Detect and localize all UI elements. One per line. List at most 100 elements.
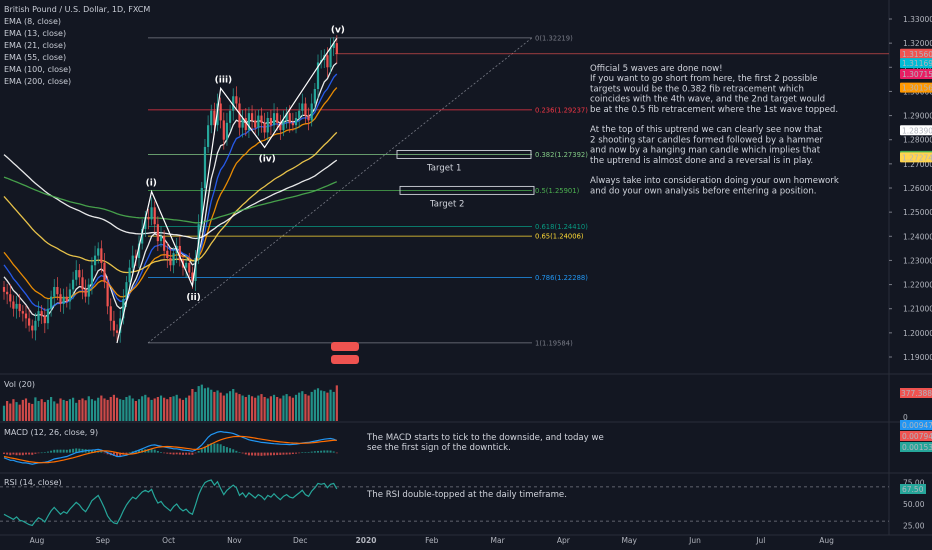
note-line: At the top of this uptrend we can clearl… <box>590 125 822 135</box>
volume-bar <box>106 399 109 421</box>
ema21-legend[interactable]: EMA (21, close) <box>4 41 66 50</box>
price-tag-label: 1.30156 <box>902 84 932 93</box>
candle-body <box>71 279 75 290</box>
volume-tag <box>900 388 932 398</box>
candle-body <box>276 113 279 123</box>
wave-label: (iii) <box>215 75 232 85</box>
volume-bar <box>263 397 266 421</box>
fib-retracement[interactable]: 0(1.32219) 0.236(1.29237) 0.382(1.27392) 0.… <box>147 34 889 347</box>
candle-body <box>257 115 260 128</box>
macd-line <box>3 430 338 465</box>
macd-histogram-bar <box>332 451 335 453</box>
time-tick-label: Mar <box>491 536 506 545</box>
macd-histogram-bar <box>310 451 313 453</box>
macd-histogram-bar <box>172 452 175 455</box>
target-boxes[interactable]: Target 1 Target 2 <box>331 149 535 364</box>
macd-histogram-bar <box>156 450 159 453</box>
rsi-pane[interactable]: RSI (14, close) The RSI double-topped at… <box>0 478 926 530</box>
volume-bar <box>50 397 53 421</box>
price-tag <box>900 82 932 93</box>
candle-body <box>37 311 40 321</box>
macd-histogram-bar <box>50 450 53 453</box>
macd-histogram-bar <box>232 449 235 453</box>
price-tag-label: 1.31560 <box>902 50 932 59</box>
wave-label: (i) <box>146 179 157 189</box>
event-badge[interactable] <box>331 342 359 351</box>
macd-histogram-bar <box>323 450 326 453</box>
volume-bar <box>332 391 335 421</box>
ema200-legend[interactable]: EMA (200, close) <box>4 77 71 86</box>
macd-histogram-bar <box>241 452 244 454</box>
candle-body <box>191 272 194 281</box>
macd-histogram-bar <box>207 444 210 453</box>
volume-bar <box>137 399 141 421</box>
price-axis[interactable]: 1.330001.320001.310001.300001.290001.280… <box>889 15 932 362</box>
volume-bar <box>247 394 251 421</box>
price-pane[interactable]: 0(1.32219) 0.236(1.29237) 0.382(1.27392) 0.… <box>2 25 889 364</box>
rsi-axis-label: 50.00 <box>903 500 925 509</box>
volume-bar <box>175 394 178 421</box>
note-line: targets would be the 0.382 fib retraceme… <box>590 84 804 94</box>
macd-histogram-bar <box>229 448 232 453</box>
rsi-tag <box>900 484 926 494</box>
volume-bar <box>2 405 6 421</box>
macd-histogram-bar <box>24 452 27 455</box>
rsi-legend[interactable]: RSI (14, close) <box>4 478 62 487</box>
volume-legend[interactable]: Vol (20) <box>4 380 35 389</box>
volume-bar <box>279 398 282 421</box>
macd-histogram-bar <box>72 448 75 453</box>
ema13-legend[interactable]: EMA (13, close) <box>4 29 66 38</box>
candle-body <box>269 117 272 126</box>
candle-body <box>260 115 263 123</box>
candle-body <box>144 216 147 230</box>
macd-histogram-bar <box>247 452 250 456</box>
price-tag-label: 1.27274 <box>902 153 932 162</box>
macd-legend[interactable]: MACD (12, 26, close, 9) <box>4 428 98 437</box>
ema55-legend[interactable]: EMA (55, close) <box>4 53 66 62</box>
macd-histogram-bar <box>304 452 307 453</box>
candlesticks <box>2 35 338 343</box>
fib-level-label: 0.236(1.29237) <box>535 106 588 114</box>
elliott-wave[interactable]: (i) (ii) (iii) (iv) (v) <box>116 25 345 344</box>
macd-histogram-bar <box>116 452 119 457</box>
target-box[interactable] <box>399 185 535 195</box>
analysis-note[interactable]: Official 5 waves are done now!If you wan… <box>590 64 839 196</box>
volume-bar <box>291 397 294 421</box>
volume-bar <box>323 391 326 421</box>
volume-bar <box>213 391 216 421</box>
note-line: The MACD starts to tick to the downside,… <box>366 433 604 443</box>
volume-bar <box>163 397 166 421</box>
fib-level-label: 1(1.19584) <box>535 339 573 347</box>
volume-bar <box>260 394 263 421</box>
candle-body <box>147 216 150 220</box>
volume-bar <box>109 397 112 421</box>
price-tag <box>900 125 932 136</box>
volume-bar <box>185 397 188 421</box>
ema8-legend[interactable]: EMA (8, close) <box>4 17 61 26</box>
volume-bar <box>93 400 97 421</box>
candle-body <box>137 243 141 259</box>
macd-pane[interactable]: MACD (12, 26, close, 9) The MACD starts … <box>3 420 932 465</box>
volume-bar <box>134 401 137 421</box>
volume-pane[interactable]: Vol (20) 0 377.388K <box>2 380 932 422</box>
target-box[interactable] <box>396 149 532 159</box>
time-tick-label: Oct <box>162 536 175 545</box>
price-tag-label: 1.31169 <box>902 59 932 68</box>
macd-histogram-bar <box>257 452 260 456</box>
macd-histogram-bar <box>175 452 178 455</box>
rsi-axis-label: 25.00 <box>903 521 925 530</box>
macd-histogram-bar <box>31 452 34 455</box>
volume-bar <box>40 399 43 421</box>
volume-bar <box>269 396 272 421</box>
ema100-legend[interactable]: EMA (100, close) <box>4 65 71 74</box>
time-tick-label: Feb <box>425 536 439 545</box>
macd-histogram-bar <box>3 452 5 454</box>
macd-histogram-bar <box>166 452 169 454</box>
volume-bar <box>254 397 257 421</box>
candle-body <box>307 115 310 121</box>
candle-body <box>178 245 181 261</box>
time-axis[interactable]: Aug Sep Oct Nov Dec 2020 Feb Mar Apr May Jun Jul Aug <box>30 536 834 545</box>
target-label: Target 1 <box>426 163 461 173</box>
event-badge[interactable] <box>331 355 359 364</box>
candle-body <box>254 120 257 128</box>
